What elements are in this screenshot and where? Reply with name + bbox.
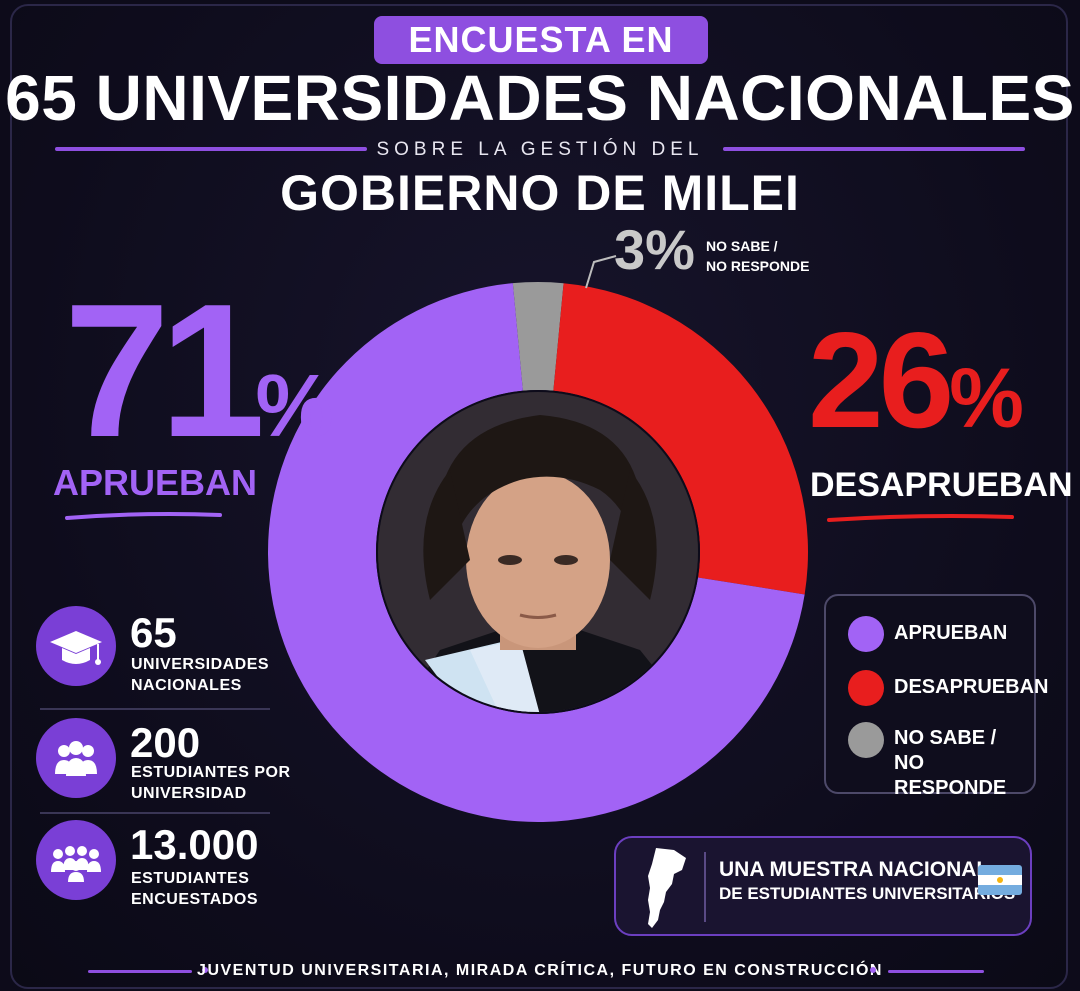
footer-line-left (88, 970, 192, 973)
subtitle-line-left (55, 147, 367, 151)
slice-approve (267, 283, 805, 823)
disapprove-percentage: 26% (808, 312, 1024, 448)
footer-dot-left (202, 967, 208, 973)
nsnr-leader-line (585, 255, 617, 289)
stat-universities-line2: NACIONALES (131, 677, 242, 694)
stat-total-students-desc: ESTUDIANTES ENCUESTADOS (131, 868, 258, 910)
portrait-photo (376, 390, 700, 714)
disapprove-label: DESAPRUEBAN (810, 466, 1073, 504)
stat-students-per-uni-line2: UNIVERSIDAD (131, 785, 247, 802)
stat-universities-number: 65 (130, 609, 177, 656)
main-title: 65 UNIVERSIDADES NACIONALES (5, 62, 1075, 134)
approve-label: APRUEBAN (52, 462, 257, 503)
disapprove-percentage-value: 26 (808, 304, 954, 456)
survey-banner: ENCUESTA EN (374, 16, 708, 64)
crowd-icon (36, 820, 116, 900)
group-icon (36, 718, 116, 798)
sample-line1: UNA MUESTRA NACIONAL (719, 858, 990, 881)
approve-percentage: 71% (64, 276, 334, 466)
legend-label-nsnr-line1: NO SABE / (894, 727, 997, 749)
stat-universities-desc: UNIVERSIDADES NACIONALES (131, 654, 269, 696)
nsnr-label: NO SABE / NO RESPONDE (706, 236, 809, 276)
stat-students-per-uni-desc: ESTUDIANTES POR UNIVERSIDAD (131, 762, 291, 804)
legend-label-nsnr-line2: NO RESPONDE (894, 752, 1007, 799)
government-title: GOBIERNO DE MILEI (280, 165, 800, 221)
legend-label-approve: APRUEBAN (894, 622, 1008, 644)
slice-nsnr (512, 282, 564, 391)
sample-text: UNA MUESTRA NACIONAL DE ESTUDIANTES UNIV… (719, 858, 1015, 906)
stat-students-per-uni-number: 200 (130, 719, 201, 766)
chart-legend: APRUEBAN DESAPRUEBAN NO SABE / NO RESPON… (824, 594, 1048, 799)
footer-line-right (888, 970, 984, 973)
subtitle-line-right (723, 147, 1025, 151)
argentina-flag-icon (978, 865, 1022, 895)
nsnr-percentage: 3% (614, 218, 695, 281)
subtitle: SOBRE LA GESTIÓN DEL (376, 139, 704, 160)
stat-total-students-line2: ENCUESTADOS (131, 891, 258, 908)
legend-swatch-approve (848, 616, 884, 652)
legend-swatch-disapprove (848, 670, 884, 706)
stat-universities-line1: UNIVERSIDADES (131, 656, 270, 673)
sample-line2: DE ESTUDIANTES UNIVERSITARIOS (719, 884, 1016, 903)
argentina-map-icon (648, 848, 686, 928)
nsnr-label-line2: NO RESPONDE (706, 258, 810, 274)
sample-divider (704, 852, 706, 922)
footer-tagline: JUVENTUD UNIVERSITARIA, MIRADA CRÍTICA, … (197, 962, 883, 979)
national-sample-box: UNA MUESTRA NACIONAL DE ESTUDIANTES UNIV… (614, 836, 1032, 936)
stat-total-students-number: 13.000 (130, 821, 259, 868)
disapprove-underline (827, 514, 1014, 522)
approve-percent-sign: % (255, 356, 334, 455)
footer-dot-right (870, 967, 876, 973)
graduation-cap-icon (36, 606, 116, 686)
nsnr-label-line1: NO SABE / (706, 238, 778, 254)
disapprove-percent-sign: % (949, 351, 1024, 445)
legend-label-disapprove: DESAPRUEBAN (894, 676, 1049, 698)
stat-students-per-uni-line1: ESTUDIANTES POR (131, 764, 291, 781)
legend-label-nsnr: NO SABE / NO RESPONDE (894, 726, 1034, 801)
stat-separator (40, 708, 270, 710)
slice-disapprove (553, 283, 808, 595)
approve-underline (65, 512, 222, 520)
subtitle-row: SOBRE LA GESTIÓN DEL (55, 138, 1025, 162)
stat-separator (40, 812, 270, 814)
stat-total-students-line1: ESTUDIANTES (131, 870, 250, 887)
approve-percentage-value: 71 (64, 265, 265, 477)
legend-swatch-nsnr (848, 722, 884, 758)
